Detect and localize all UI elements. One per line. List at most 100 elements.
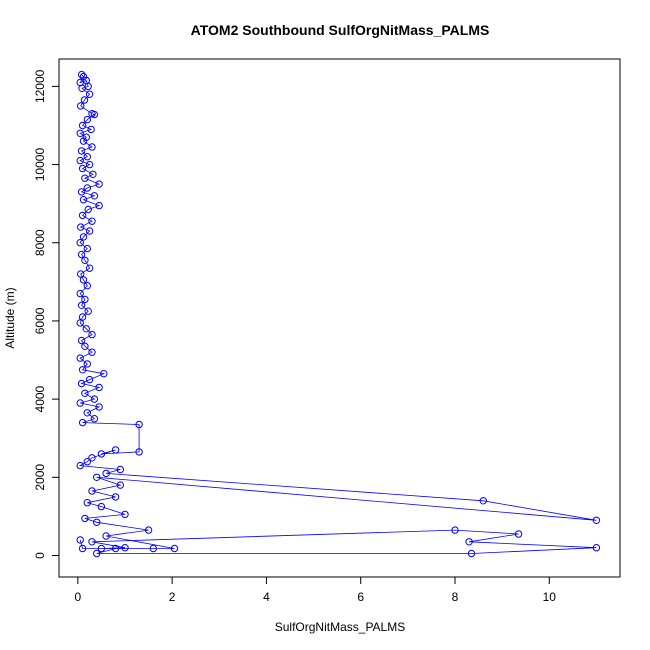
data-point bbox=[83, 115, 92, 124]
data-point bbox=[95, 383, 103, 392]
data-point bbox=[77, 270, 85, 278]
data-point bbox=[76, 289, 84, 298]
data-point bbox=[79, 233, 88, 241]
data-point bbox=[83, 499, 92, 507]
data-point bbox=[465, 538, 473, 546]
data-point bbox=[82, 325, 91, 333]
data-point bbox=[88, 538, 96, 546]
x-axis-label: SulfOrgNitMass_PALMS bbox=[275, 620, 405, 634]
y-tick-label: 6000 bbox=[33, 307, 47, 334]
x-tick-label: 4 bbox=[263, 590, 270, 604]
data-point bbox=[83, 153, 92, 161]
chart-title: ATOM2 Southbound SulfOrgNitMass_PALMS bbox=[191, 22, 490, 38]
data-point bbox=[90, 395, 99, 403]
data-point bbox=[97, 544, 106, 553]
data-point bbox=[81, 514, 89, 523]
data-point bbox=[76, 129, 84, 138]
data-point bbox=[76, 239, 84, 247]
data-point bbox=[77, 250, 86, 259]
y-axis-label: Altitude (m) bbox=[3, 287, 17, 348]
series-group bbox=[76, 70, 601, 558]
data-point bbox=[89, 170, 97, 179]
data-point bbox=[121, 510, 129, 519]
data-point bbox=[93, 518, 101, 526]
data-point bbox=[95, 403, 103, 411]
x-tick-label: 6 bbox=[357, 590, 364, 604]
data-point bbox=[76, 461, 84, 470]
data-point bbox=[85, 160, 94, 169]
data-point bbox=[592, 516, 601, 524]
data-point bbox=[514, 530, 523, 538]
data-point bbox=[135, 420, 143, 429]
data-point bbox=[83, 458, 92, 466]
data-point bbox=[451, 526, 459, 534]
data-point bbox=[77, 379, 86, 388]
data-point bbox=[77, 70, 86, 79]
data-point bbox=[135, 448, 143, 456]
y-tick-label: 10000 bbox=[33, 148, 47, 182]
data-point bbox=[85, 375, 94, 384]
data-point bbox=[479, 497, 487, 505]
data-point bbox=[76, 399, 84, 407]
data-point bbox=[95, 201, 103, 210]
data-point bbox=[95, 180, 103, 188]
y-tick-label: 0 bbox=[33, 552, 47, 559]
data-point bbox=[88, 143, 96, 151]
y-axis: 0 2000 4000 6000 8000 10000 12000 bbox=[33, 69, 60, 559]
data-point bbox=[111, 544, 120, 553]
x-tick-label: 2 bbox=[169, 590, 176, 604]
data-point bbox=[76, 536, 84, 544]
data-point bbox=[76, 156, 84, 165]
y-tick-label: 8000 bbox=[33, 229, 47, 256]
data-point bbox=[81, 342, 89, 350]
data-point bbox=[87, 125, 95, 134]
data-point bbox=[88, 487, 96, 495]
data-point bbox=[88, 348, 96, 356]
data-point bbox=[76, 354, 84, 362]
data-point bbox=[79, 276, 88, 284]
data-point bbox=[78, 418, 87, 427]
x-tick-label: 8 bbox=[452, 590, 459, 604]
data-point bbox=[83, 360, 92, 368]
data-point bbox=[88, 454, 96, 462]
data-point bbox=[85, 227, 94, 235]
data-point bbox=[111, 493, 120, 501]
data-point bbox=[76, 319, 84, 327]
data-point bbox=[84, 307, 92, 315]
data-point bbox=[83, 184, 92, 192]
x-tick-label: 0 bbox=[75, 590, 82, 604]
data-point bbox=[88, 330, 96, 339]
data-point bbox=[116, 465, 125, 474]
data-point bbox=[77, 223, 85, 231]
plot-frame bbox=[58, 58, 621, 578]
data-point bbox=[81, 295, 89, 304]
data-point bbox=[79, 137, 88, 145]
data-point bbox=[77, 147, 86, 155]
data-point bbox=[80, 96, 89, 104]
data-point bbox=[88, 217, 96, 225]
y-tick-label: 12000 bbox=[33, 69, 47, 103]
data-point bbox=[116, 481, 125, 489]
data-point bbox=[467, 549, 476, 558]
data-point bbox=[79, 196, 88, 204]
data-point bbox=[90, 192, 99, 200]
data-point bbox=[144, 526, 153, 534]
data-point bbox=[100, 370, 108, 378]
data-point bbox=[78, 366, 87, 374]
data-point bbox=[78, 211, 87, 220]
data-point bbox=[83, 244, 92, 253]
data-point bbox=[85, 90, 94, 98]
y-tick-label: 4000 bbox=[33, 385, 47, 412]
data-point bbox=[121, 544, 129, 552]
data-point bbox=[78, 544, 87, 553]
data-point bbox=[78, 121, 87, 130]
data-point bbox=[90, 415, 99, 423]
data-point bbox=[78, 84, 86, 93]
data-point bbox=[170, 544, 179, 553]
data-point bbox=[97, 502, 106, 511]
data-point bbox=[111, 446, 120, 454]
x-tick-label: 10 bbox=[543, 590, 557, 604]
data-point bbox=[77, 188, 86, 196]
data-point bbox=[93, 549, 101, 558]
data-point bbox=[97, 450, 106, 458]
